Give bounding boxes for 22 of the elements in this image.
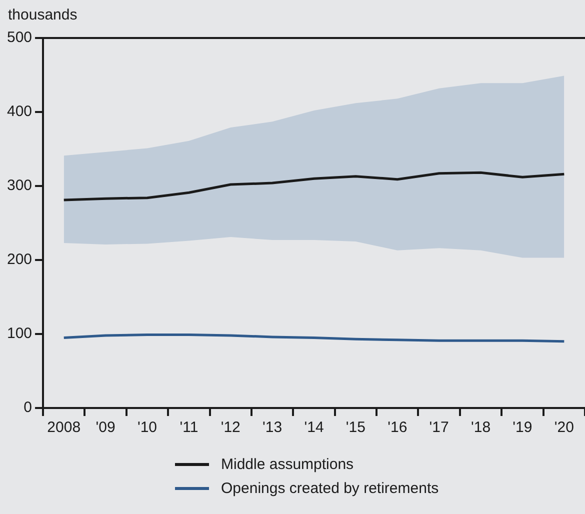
x-tick-label: '20 <box>554 419 574 436</box>
y-tick-label: 100 <box>6 325 32 342</box>
y-axis-title: thousands <box>8 6 78 24</box>
x-tick-label: 2008 <box>47 419 81 436</box>
x-tick-label: '09 <box>96 419 116 436</box>
x-tick-label: '14 <box>304 419 324 436</box>
x-tick-label: '17 <box>429 419 449 436</box>
x-tick-label: '19 <box>512 419 532 436</box>
y-tick-label: 400 <box>6 103 32 120</box>
x-tick-label: '16 <box>388 419 408 436</box>
x-tick-label: '13 <box>262 419 282 436</box>
y-tick-label: 300 <box>6 177 32 194</box>
x-tick-label: '15 <box>346 419 366 436</box>
y-tick-label: 0 <box>24 399 32 416</box>
x-tick-label: '18 <box>470 419 491 436</box>
x-tick-label: '11 <box>180 419 198 436</box>
legend-label: Openings created by retirements <box>221 480 439 496</box>
x-tick-label: '10 <box>137 419 158 436</box>
y-tick-label: 200 <box>6 251 32 268</box>
y-tick-label: 500 <box>6 29 32 46</box>
legend-label: Middle assumptions <box>221 456 354 472</box>
x-tick-label: '12 <box>220 419 240 436</box>
